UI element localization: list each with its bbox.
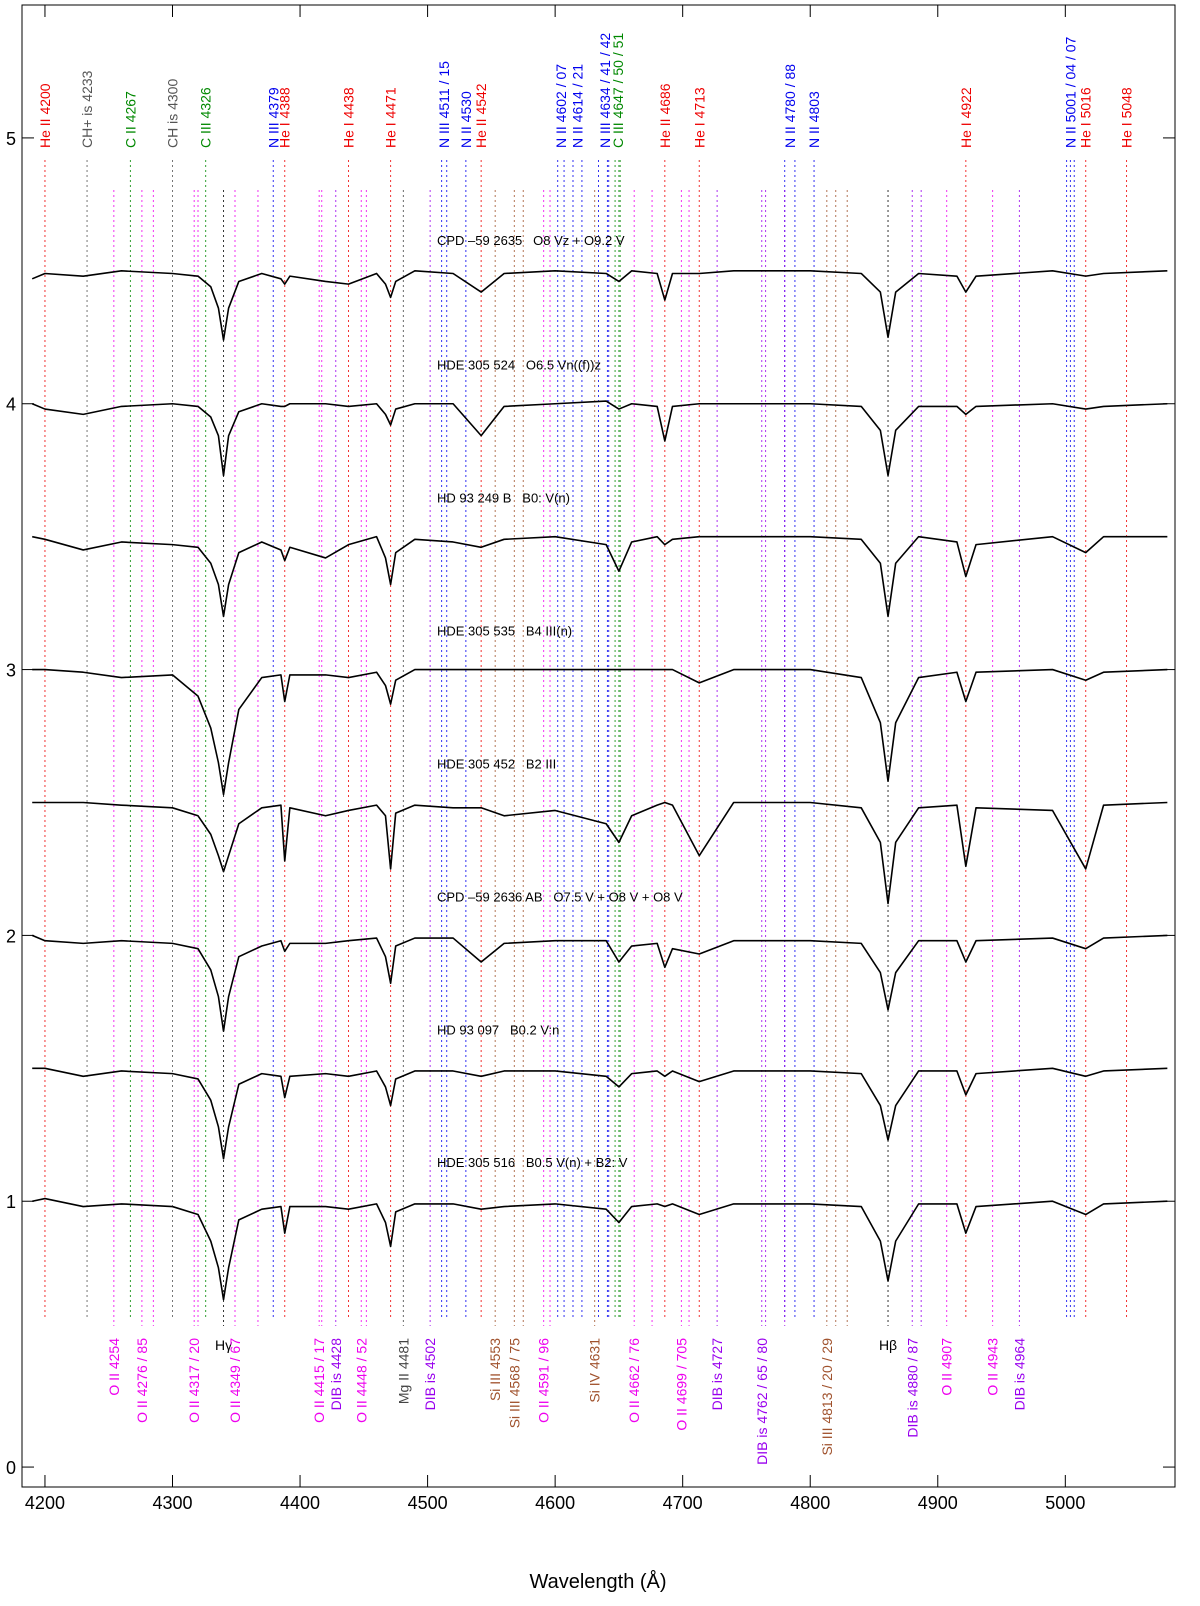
line-label: CH+ is 4233 xyxy=(79,70,95,148)
line-label: Mg II 4481 xyxy=(395,1338,411,1404)
y-tick-label: 3 xyxy=(6,661,16,681)
line-label: O II 4943 xyxy=(985,1338,1001,1396)
spectrum xyxy=(32,1197,1168,1301)
line-label: He I 4471 xyxy=(383,87,399,148)
line-label: C II 4267 xyxy=(122,91,138,148)
spectrum xyxy=(32,1067,1168,1160)
line-label: O II 4276 / 85 xyxy=(134,1338,150,1423)
line-label: DIB is 4964 xyxy=(1011,1338,1027,1411)
spectrum xyxy=(31,270,1168,341)
x-tick-label: 4300 xyxy=(152,1493,192,1513)
spectrum-label: HD 93 249 B B0: V(n) xyxy=(437,491,570,506)
line-label: He I 4388 xyxy=(277,87,293,148)
line-label: DIB is 4502 xyxy=(422,1338,438,1411)
line-label: Si IV 4631 xyxy=(587,1338,603,1403)
y-tick-label: 4 xyxy=(6,395,16,415)
line-label: DIB is 4880 / 87 xyxy=(904,1338,920,1438)
line-label: Si III 4813 / 20 / 29 xyxy=(819,1338,835,1456)
line-label: DIB is 4762 / 65 / 80 xyxy=(754,1338,770,1465)
spectrum xyxy=(32,668,1168,796)
line-label: O II 4591 / 96 xyxy=(536,1338,552,1423)
line-label: N II 4614 / 21 xyxy=(569,64,585,148)
x-tick-label: 4900 xyxy=(918,1493,958,1513)
line-label: Hβ xyxy=(879,1337,897,1353)
x-tick-label: 4800 xyxy=(790,1493,830,1513)
line-label: DIB is 4428 xyxy=(328,1338,344,1411)
line-label: O II 4415 / 17 xyxy=(311,1338,327,1423)
y-tick-label: 5 xyxy=(6,129,16,149)
x-tick-label: 4400 xyxy=(280,1493,320,1513)
line-label: He I 4713 xyxy=(691,87,707,148)
spectrum-label: HDE 305 516 B0.5 V(n) + B2: V xyxy=(437,1155,628,1170)
spectrum-label: CPD –59 2636 AB O7.5 V + O8 V + O8 V xyxy=(437,889,683,904)
line-label: He I 4438 xyxy=(341,87,357,148)
line-label: O II 4448 / 52 xyxy=(353,1338,369,1423)
spectrum xyxy=(32,801,1168,905)
line-label: O II 4907 xyxy=(939,1338,955,1396)
line-label: N III 4379 xyxy=(265,87,281,148)
line-label: N III 4634 / 41 / 42 xyxy=(597,33,613,148)
line-label: Si III 4568 / 75 xyxy=(506,1338,522,1428)
line-label: N II 4530 xyxy=(458,91,474,148)
line-label: He I 4922 xyxy=(958,87,974,148)
line-label: He I 5016 xyxy=(1078,87,1094,148)
x-tick-label: 4700 xyxy=(663,1493,703,1513)
spectrum xyxy=(31,400,1168,477)
spectrum-label: HDE 305 524 O6.5 Vn((f))z xyxy=(437,358,601,373)
line-label: N III 4511 / 15 xyxy=(436,61,452,148)
line-label: Hγ xyxy=(215,1337,232,1353)
line-label: O II 4254 xyxy=(106,1338,122,1396)
line-label: DIB is 4727 xyxy=(709,1338,725,1411)
spectrum-label: HD 93 097 B0.2 V:n xyxy=(437,1022,559,1037)
y-tick-label: 1 xyxy=(6,1192,16,1212)
line-label: N II 5001 / 04 / 07 xyxy=(1062,36,1078,148)
spectrum-label: HDE 305 535 B4 III(n) xyxy=(437,624,572,639)
x-axis-label: Wavelength (Å) xyxy=(529,1570,666,1593)
line-label: N II 4602 / 07 xyxy=(553,64,569,148)
line-label: O II 4349 / 67 xyxy=(227,1338,243,1423)
plot-frame xyxy=(21,4,1176,1488)
line-label: CH is 4300 xyxy=(165,79,181,148)
y-tick-label: 0 xyxy=(6,1458,16,1478)
x-tick-label: 5000 xyxy=(1045,1493,1085,1513)
line-label: N II 4780 / 88 xyxy=(782,64,798,148)
line-label: He II 4542 xyxy=(473,83,489,148)
line-label: O II 4662 / 76 xyxy=(626,1338,642,1423)
spectrum-label: CPD –59 2635 O8 Vz + O9.2 V xyxy=(437,233,625,248)
x-tick-label: 4200 xyxy=(25,1493,65,1513)
line-label: N II 4803 xyxy=(806,91,822,148)
line-label: Si III 4553 xyxy=(487,1338,503,1401)
spectrum xyxy=(31,934,1168,1032)
y-tick-label: 2 xyxy=(6,926,16,946)
line-label: O II 4699 / 705 xyxy=(673,1338,689,1431)
spectrum-label: HDE 305 452 B2 III xyxy=(437,756,556,771)
line-label: C III 4647 / 50 / 51 xyxy=(610,33,626,148)
line-label: He I 5048 xyxy=(1119,87,1135,148)
line-label: He II 4200 xyxy=(37,83,53,148)
line-label: C III 4326 xyxy=(198,87,214,148)
x-tick-label: 4600 xyxy=(535,1493,575,1513)
x-tick-label: 4500 xyxy=(408,1493,448,1513)
line-label: O II 4317 / 20 xyxy=(186,1338,202,1423)
line-label: He II 4686 xyxy=(657,83,673,148)
spectrum xyxy=(32,535,1168,618)
